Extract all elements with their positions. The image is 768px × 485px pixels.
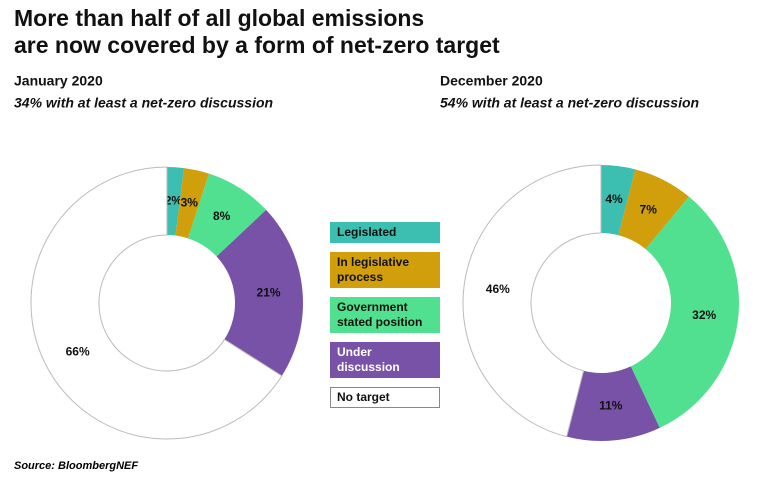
donut-slice [618, 169, 689, 250]
legend-entry: In legislative process [330, 252, 440, 288]
legend-entry: Under discussion [330, 342, 440, 378]
data-label: 8% [213, 209, 231, 223]
title-line: are now covered by a form of net-zero ta… [14, 32, 500, 58]
source: Source: BloombergNEF [14, 460, 138, 472]
data-label: 11% [599, 399, 623, 413]
donut-slice [167, 167, 185, 236]
data-label: 7% [640, 203, 658, 217]
chart-title: January 2020 [14, 73, 103, 89]
donut-slice [216, 209, 303, 376]
donut-slice [566, 366, 660, 442]
legend-entry: Government stated position [330, 297, 440, 333]
legend: Legislated In legislative process Governme… [330, 222, 440, 417]
data-label: 21% [257, 286, 281, 300]
legend-entry: No target [330, 387, 440, 408]
data-label: 3% [181, 196, 199, 210]
data-label: 4% [605, 192, 623, 206]
donut-slice [630, 196, 739, 428]
legend-entry: Legislated [330, 222, 440, 243]
donut-slice [601, 165, 636, 236]
chart-subtitle: 54% with at least a net-zero discussion [440, 95, 699, 111]
donut-slice [188, 173, 267, 257]
donut-slice [462, 164, 602, 438]
donut-slice [30, 166, 283, 440]
data-label: 2% [165, 193, 183, 207]
title-line: More than half of all global emissions [14, 5, 424, 31]
chart-title: December 2020 [440, 73, 543, 89]
data-label: 46% [486, 282, 510, 296]
donut-slice [175, 168, 210, 239]
data-label: 66% [66, 344, 90, 358]
data-label: 32% [692, 308, 716, 322]
chart-subtitle: 34% with at least a net-zero discussion [14, 95, 273, 111]
